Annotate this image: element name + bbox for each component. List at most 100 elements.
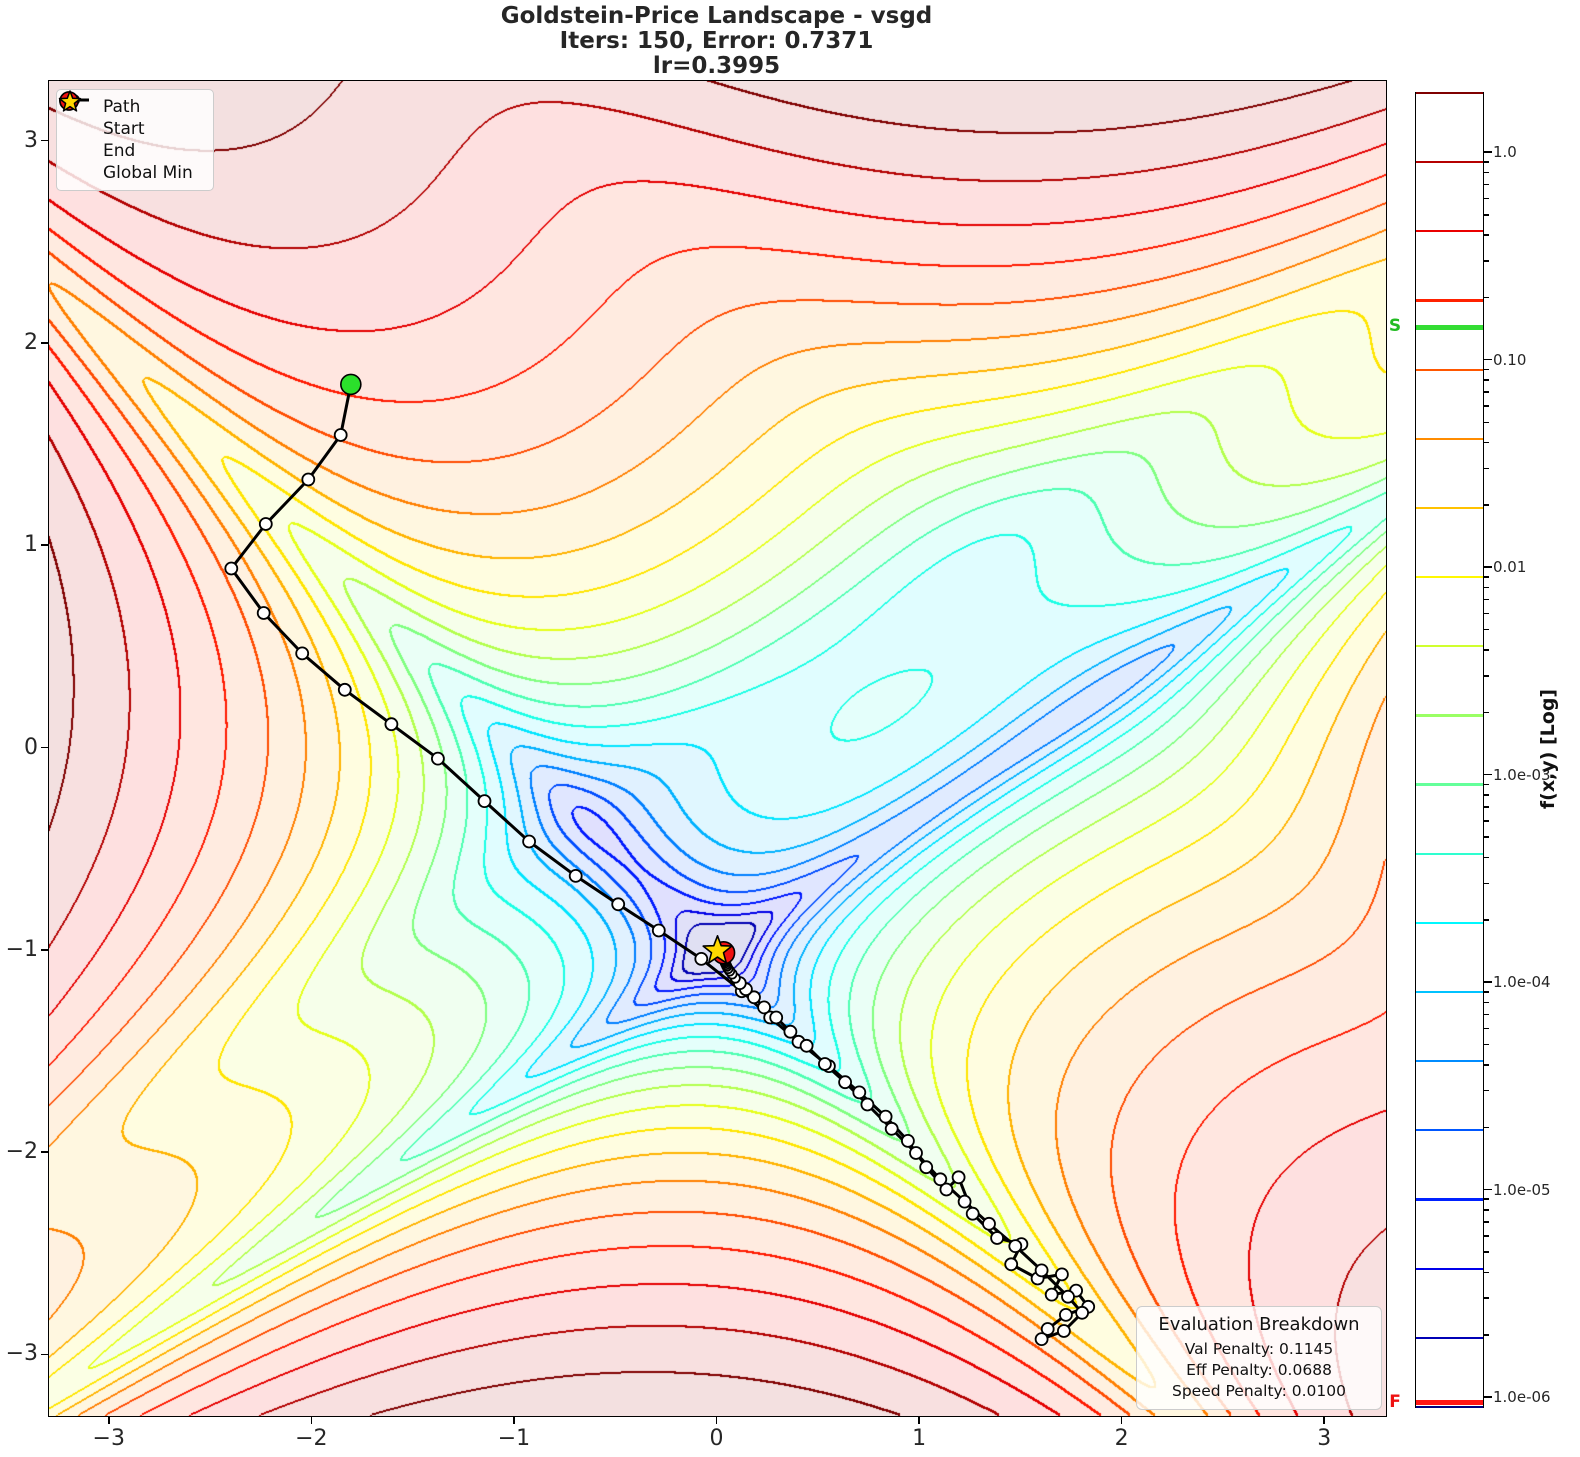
colorbar-minor-tick [1483, 882, 1489, 884]
path-overlay [224, 373, 1096, 1346]
colorbar-minor-tick [1483, 794, 1489, 796]
colorbar-minor-tick [1483, 649, 1489, 651]
colorbar-minor-tick [1483, 1334, 1489, 1336]
colorbar-minor-tick [1483, 1297, 1489, 1299]
path-point-marker [1040, 1322, 1055, 1336]
path-point-marker [939, 1182, 954, 1197]
legend-item-end: End [59, 91, 205, 162]
path-point-marker [568, 869, 583, 883]
legend-item-global-min: Global Min [58, 90, 205, 184]
colorbar-level-line [1416, 1060, 1483, 1063]
path-point-marker [384, 717, 399, 732]
path-point-marker [430, 751, 445, 766]
y-axis-tick [41, 1353, 48, 1356]
colorbar-level-line [1416, 1336, 1483, 1339]
path-point-marker [333, 428, 348, 442]
colorbar-minor-tick [1483, 919, 1489, 921]
colorbar-tick-label: 0.01 [1493, 558, 1527, 577]
path-point-marker [957, 1194, 972, 1209]
colorbar-tick-label: 1.0e-06 [1493, 1388, 1551, 1407]
title-line-3: lr=0.3995 [652, 53, 781, 79]
global-min-star [702, 935, 733, 964]
path-point-marker [901, 1134, 915, 1148]
colorbar-major-tick [1483, 1188, 1492, 1191]
legend-label-global-min: Global Min [103, 163, 193, 183]
path-point-marker [909, 1146, 923, 1160]
speed-penalty-value: Speed Penalty: 0.0100 [1172, 1382, 1346, 1400]
path-point-marker [1004, 1257, 1019, 1272]
colorbar [1415, 91, 1484, 1409]
path-point-marker [301, 472, 316, 487]
colorbar-level-line [1416, 1129, 1483, 1132]
evaluation-breakdown-box: Evaluation Breakdown Val Penalty: 0.1145… [1136, 1306, 1382, 1410]
colorbar-level-line [1416, 161, 1483, 164]
path-point-marker [694, 952, 709, 966]
legend: Path Start End Global Min [56, 89, 214, 191]
colorbar-level-line [1416, 852, 1483, 855]
colorbar-major-tick [1483, 1396, 1492, 1398]
colorbar-minor-tick [1483, 234, 1489, 236]
eff-penalty-value: Eff Penalty: 0.0688 [1186, 1361, 1332, 1379]
path-point-marker [799, 1038, 814, 1053]
path-point-marker [951, 1170, 966, 1185]
path-point-marker [295, 646, 310, 661]
y-axis-tick-label: −3 [5, 1341, 38, 1367]
y-axis-tick [41, 1151, 48, 1153]
path-point-marker [1055, 1267, 1069, 1282]
y-axis-tick-label: −1 [5, 936, 38, 962]
colorbar-minor-tick [1483, 405, 1489, 407]
legend-label-path: Path [103, 97, 141, 117]
colorbar-minor-tick [1483, 1064, 1489, 1066]
colorbar-level-line [1416, 1405, 1483, 1409]
legend-item-start: Start [59, 91, 205, 140]
colorbar-f-label: F [1389, 1391, 1401, 1412]
colorbar-minor-tick [1483, 1251, 1489, 1253]
x-axis-tick [918, 1416, 920, 1424]
x-axis-tick [715, 1416, 718, 1424]
colorbar-minor-tick [1483, 628, 1489, 631]
title-line-2: Iters: 150, Error: 0.7371 [559, 28, 874, 54]
colorbar-minor-tick [1483, 1235, 1489, 1237]
colorbar-minor-tick [1483, 1126, 1489, 1129]
colorbar-level-line [1416, 714, 1483, 717]
path-point-marker [884, 1121, 899, 1136]
colorbar-minor-tick [1483, 441, 1489, 444]
colorbar-minor-tick [1483, 598, 1489, 601]
colorbar-level-line [1416, 437, 1483, 440]
colorbar-minor-tick [1483, 1221, 1489, 1223]
path-point-marker [878, 1109, 893, 1124]
path-point-marker [1057, 1324, 1071, 1338]
path-point-marker [982, 1216, 996, 1231]
x-axis-tick-label: −1 [497, 1426, 531, 1451]
y-axis-tick-label: 2 [24, 329, 38, 355]
colorbar-minor-tick [1483, 586, 1489, 589]
colorbar-tick-label: 1.0e-05 [1493, 1180, 1551, 1199]
path-point-marker [747, 990, 761, 1005]
val-penalty-value: Val Penalty: 0.1145 [1184, 1340, 1334, 1358]
x-axis-tick-label: 2 [1114, 1426, 1129, 1451]
colorbar-minor-tick [1483, 836, 1489, 838]
path-point-marker [990, 1231, 1004, 1245]
colorbar-minor-tick [1483, 1043, 1489, 1046]
colorbar-minor-tick [1483, 856, 1489, 859]
path-point-marker [256, 606, 271, 620]
path-point-marker [838, 1075, 852, 1090]
x-axis-tick-label: −2 [295, 1426, 328, 1451]
colorbar-level-line [1416, 1198, 1483, 1201]
legend-label-end: End [103, 141, 136, 161]
y-axis-tick [41, 342, 48, 344]
colorbar-level-line [1416, 921, 1483, 924]
colorbar-minor-tick [1483, 1013, 1489, 1016]
colorbar-level-line [1416, 91, 1483, 95]
y-axis-tick-label: 3 [24, 127, 38, 153]
colorbar-minor-tick [1483, 991, 1489, 993]
path-point-marker [1059, 1308, 1073, 1322]
chart-title: Goldstein-Price Landscape - vsgd Iters: … [48, 4, 1385, 79]
colorbar-minor-tick [1483, 1271, 1489, 1274]
path-point-marker [1034, 1263, 1049, 1278]
y-axis-tick [41, 139, 48, 142]
title-line-1: Goldstein-Price Landscape - vsgd [500, 3, 933, 29]
path-point-marker [1075, 1305, 1089, 1320]
colorbar-minor-tick [1483, 576, 1489, 578]
